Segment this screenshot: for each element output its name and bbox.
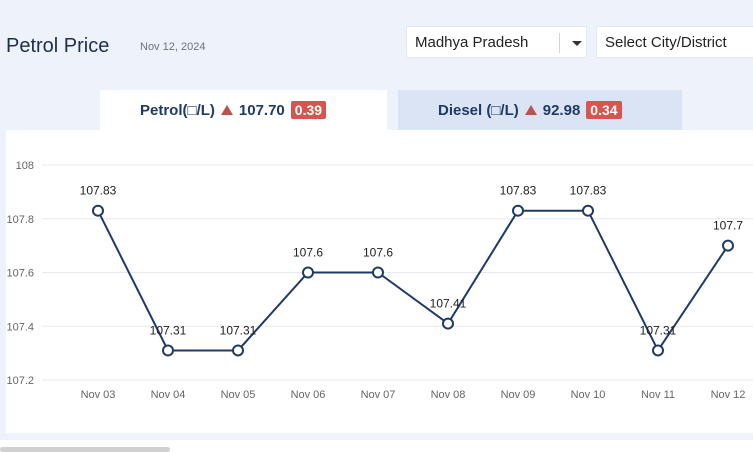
y-tick-label: 108 — [16, 160, 34, 172]
data-point — [722, 239, 734, 252]
data-point — [232, 344, 244, 357]
y-tick-label: 107.8 — [6, 214, 34, 226]
x-tick-label: Nov 07 — [361, 389, 396, 401]
data-point — [652, 344, 664, 357]
horizontal-scrollbar[interactable] — [0, 447, 170, 452]
diesel-change-badge: 0.34 — [586, 101, 622, 119]
data-label: 107.6 — [363, 246, 393, 260]
x-tick-label: Nov 10 — [571, 389, 606, 401]
data-point — [582, 204, 594, 217]
tab-diesel-label: Diesel (□/L) — [438, 101, 519, 119]
data-label: 107.31 — [220, 323, 257, 337]
x-tick-label: Nov 03 — [81, 389, 116, 401]
data-label: 107.6 — [293, 246, 323, 260]
x-tick-label: Nov 09 — [501, 389, 536, 401]
x-tick-label: Nov 08 — [431, 389, 466, 401]
state-select[interactable]: Madhya Pradesh — [406, 26, 587, 58]
tab-diesel-price: 92.98 — [542, 101, 581, 119]
data-label: 107.41 — [430, 297, 467, 311]
page-title: Petrol Price — [6, 35, 110, 57]
data-label: 107.83 — [570, 184, 607, 198]
tab-diesel[interactable]: Diesel (□/L) 92.98 0.34 — [398, 90, 682, 130]
y-tick-label: 107.2 — [6, 375, 34, 387]
data-point — [92, 204, 104, 217]
data-point — [372, 266, 384, 279]
select-divider — [559, 33, 560, 53]
data-point — [512, 204, 524, 217]
x-tick-label: Nov 05 — [221, 389, 256, 401]
up-arrow-icon — [220, 105, 233, 115]
data-label: 107.83 — [80, 184, 117, 198]
city-select-placeholder: Select City/District — [605, 33, 727, 51]
x-tick-label: Nov 12 — [711, 389, 746, 401]
data-label: 107.83 — [500, 184, 537, 198]
data-label: 107.7 — [713, 219, 743, 233]
y-tick-label: 107.4 — [6, 321, 34, 333]
price-line-chart: 108 107.8 107.6 107.4 107.2 Nov 03 Nov 04 Nov 0… — [6, 160, 753, 401]
x-tick-label: Nov 06 — [291, 389, 326, 401]
data-label: 107.31 — [640, 323, 677, 337]
tab-petrol-label: Petrol(□/L) — [140, 101, 215, 119]
data-label: 107.31 — [150, 323, 187, 337]
price-date: Nov 12, 2024 — [140, 41, 206, 53]
x-tick-label: Nov 04 — [151, 389, 186, 401]
city-select[interactable]: Select City/District — [596, 26, 753, 58]
data-point — [162, 344, 174, 357]
state-select-value: Madhya Pradesh — [415, 33, 529, 51]
price-widget: Petrol Price Nov 12, 2024 Madhya Pradesh… — [0, 0, 753, 440]
tab-petrol[interactable]: Petrol(□/L) 107.70 0.39 — [100, 90, 387, 130]
up-arrow-icon — [524, 105, 537, 115]
data-point — [302, 266, 314, 279]
x-tick-label: Nov 11 — [641, 389, 675, 401]
tab-petrol-price: 107.70 — [238, 101, 285, 119]
chart-panel: 108 107.8 107.6 107.4 107.2 Nov 03 Nov 04 Nov 0… — [6, 130, 753, 433]
y-tick-label: 107.6 — [6, 268, 34, 280]
series-line — [97, 209, 729, 353]
chevron-down-icon[interactable] — [572, 41, 582, 46]
data-point — [442, 317, 454, 330]
petrol-change-badge: 0.39 — [290, 101, 327, 119]
